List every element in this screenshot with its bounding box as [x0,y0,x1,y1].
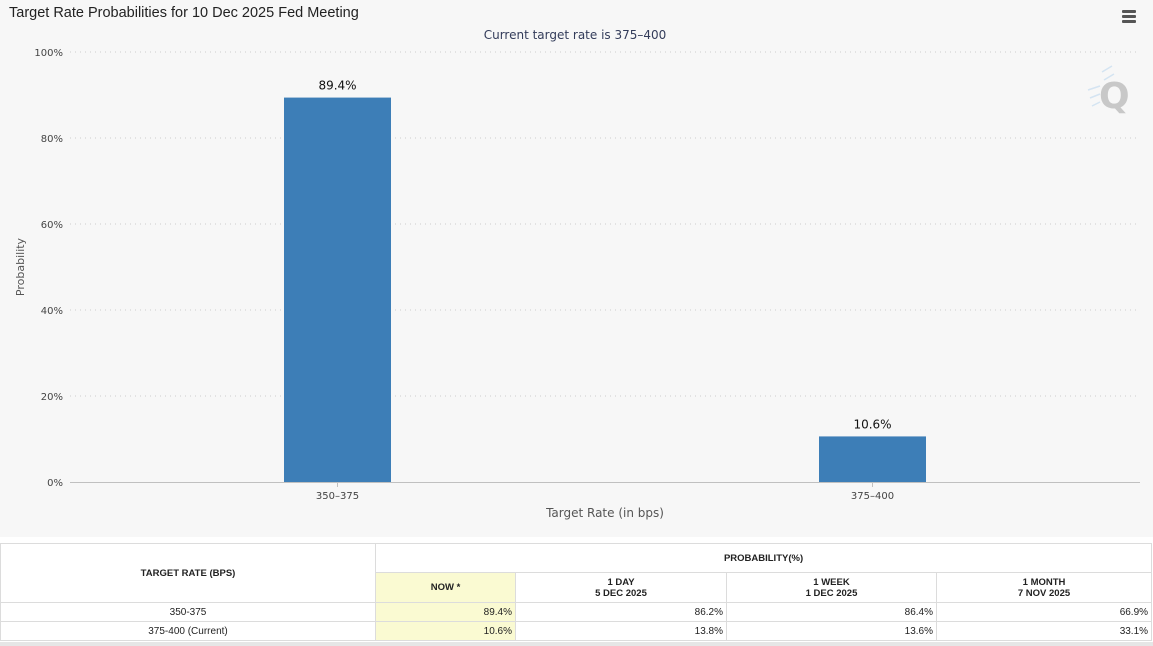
target-rate-cell: 350-375 [0,602,376,622]
target-rate-header: TARGET RATE (BPS) [0,543,376,603]
data-label: 10.6% [853,417,891,431]
probability-cell: 10.6% [375,621,516,641]
probability-table-container: TARGET RATE (BPS) PROBABILITY(%) NOW * 1 … [0,543,1153,641]
probability-cell: 33.1% [935,621,1153,641]
probability-cell: 13.6% [726,621,937,641]
column-header-line1: NOW * [430,582,461,593]
probability-cell: 86.4% [726,602,937,622]
data-label: 89.4% [318,79,356,93]
y-tick-label: 0% [47,478,63,489]
chart-panel: Target Rate Probabilities for 10 Dec 202… [9,5,1140,520]
column-header-line1: 1 MONTH [1022,576,1066,588]
bar [819,436,926,482]
column-header-line1: 1 WEEK [813,576,850,588]
probability-cell: 13.8% [515,621,727,641]
table-row: 350-375 89.4% 86.2% 86.4% 66.9% [0,602,1153,622]
probability-table: TARGET RATE (BPS) PROBABILITY(%) NOW * 1 … [0,543,1153,641]
svg-text:Q: Q [1099,76,1130,117]
probability-cell: 66.9% [935,602,1153,622]
column-header-line2: 5 DEC 2025 [595,587,647,599]
q-logo-icon: Q [1087,65,1130,117]
table-row: 375-400 (Current) 10.6% 13.8% 13.6% 33.1% [0,621,1153,641]
y-tick-label: 60% [41,220,63,231]
probability-cell: 86.2% [515,602,727,622]
target-rate-cell: 375-400 (Current) [0,621,376,641]
y-tick-label: 100% [34,48,63,59]
hamburger-menu-icon[interactable] [1118,7,1140,25]
bar-chart: Current target rate is 375–400 0% 20% 40% 6… [14,28,1140,520]
column-header-line2: 1 DEC 2025 [805,587,858,599]
y-tick-label: 40% [41,306,63,317]
x-axis-label: Target Rate (in bps) [545,506,664,520]
column-header-line1: 1 DAY [607,576,635,588]
chart-subtitle: Current target rate is 375–400 [484,28,667,42]
column-header: 1 MONTH 7 NOV 2025 [935,572,1153,603]
y-tick-label: 80% [41,134,63,145]
bottom-scrollbar[interactable] [0,642,1153,646]
x-tick-label: 350–375 [316,491,359,502]
y-tick-label: 20% [41,392,63,403]
y-axis-label: Probability [14,237,27,296]
probability-header: PROBABILITY(%) [374,543,1153,573]
x-tick-label: 375–400 [851,491,894,502]
column-header-line2: 7 NOV 2025 [1017,587,1071,599]
column-header: 1 WEEK 1 DEC 2025 [726,572,937,603]
column-header: NOW * [375,572,516,603]
bar [284,97,391,482]
column-header: 1 DAY 5 DEC 2025 [515,572,727,603]
chart-title: Target Rate Probabilities for 10 Dec 202… [9,5,359,21]
probability-cell: 89.4% [375,602,516,622]
